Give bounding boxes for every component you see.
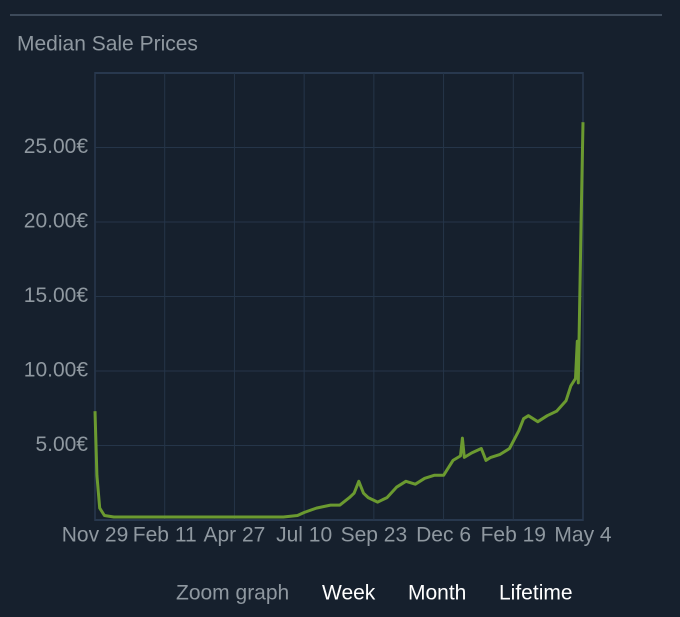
x-tick-label: Nov 29: [62, 524, 129, 547]
zoom-label: Zoom graph: [176, 582, 289, 605]
x-tick-label: May 4: [554, 524, 612, 547]
x-tick-label: Dec 6: [416, 524, 471, 547]
zoom-option[interactable]: Month: [408, 582, 466, 605]
x-tick-label: Jul 10: [276, 524, 332, 547]
x-tick-label: Feb 11: [133, 524, 197, 547]
zoom-option[interactable]: Week: [322, 582, 376, 605]
x-tick-label: Apr 27: [203, 524, 265, 547]
y-tick-label: 5.00€: [35, 433, 88, 456]
x-tick-label: Sep 23: [341, 524, 408, 547]
y-tick-label: 25.00€: [24, 135, 89, 158]
y-tick-label: 20.00€: [24, 210, 89, 233]
price-line: [93, 122, 585, 519]
y-tick-label: 15.00€: [24, 284, 89, 307]
zoom-option[interactable]: Lifetime: [499, 582, 573, 605]
chart-title: Median Sale Prices: [17, 33, 198, 56]
x-tick-label: Feb 19: [481, 524, 546, 547]
y-tick-label: 10.00€: [24, 359, 89, 382]
